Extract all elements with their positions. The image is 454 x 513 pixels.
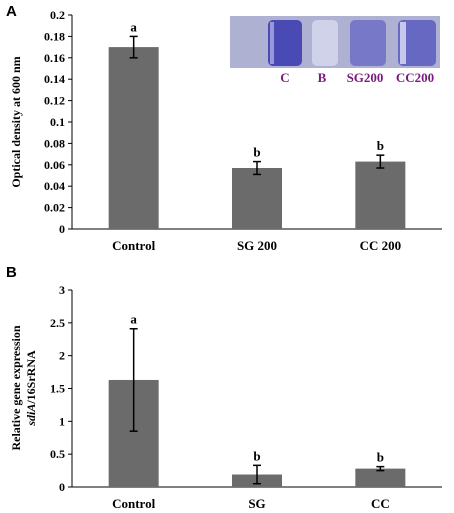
panel-b-y-axis-label-line2: sdiA/16SrRNA	[24, 350, 38, 427]
bar	[232, 168, 282, 229]
panel-b-category-labels: Control SG CC	[112, 496, 390, 511]
inset-label-sg200: SG200	[347, 70, 384, 85]
tube-sg200	[350, 20, 386, 66]
panel-b: B Relative gene expression sdiA/16SrRNA …	[6, 264, 442, 511]
y-tick-label: 0.14	[44, 72, 65, 86]
tube-c	[268, 20, 302, 66]
significance-letter: b	[253, 145, 260, 160]
tube-photo-inset: C B SG200 CC200	[230, 16, 440, 85]
panel-b-y-ticks: 0 0.5 1 1.5 2 2.5 3	[50, 283, 72, 494]
y-tick-label: 0.2	[50, 8, 65, 22]
significance-letter: b	[377, 450, 384, 465]
tube-cc200	[398, 20, 436, 66]
y-tick-label: 0.02	[44, 201, 65, 215]
bar	[108, 47, 159, 229]
significance-letter: b	[253, 448, 260, 463]
bar	[355, 468, 406, 487]
panel-b-letter: B	[6, 264, 17, 281]
tube-b	[312, 20, 338, 66]
significance-letter: b	[377, 138, 384, 153]
x-category-label: Control	[112, 238, 155, 253]
significance-letter: a	[130, 312, 137, 327]
panel-a-letter: A	[6, 3, 17, 20]
x-category-label: Control	[112, 496, 155, 511]
y-tick-label: 3	[59, 283, 65, 297]
y-tick-label: 1	[59, 414, 65, 428]
y-tick-label: 1.5	[50, 382, 65, 396]
inset-label-b: B	[318, 70, 327, 85]
significance-letter: a	[130, 19, 137, 34]
x-category-label: CC 200	[360, 238, 402, 253]
y-tick-label: 0.08	[44, 136, 65, 150]
tube-highlight	[270, 22, 274, 64]
panel-a-y-ticks: 0 0.02 0.04 0.06 0.08 0.1 0.12 0.14 0.16 0.18 0.2	[44, 8, 72, 236]
y-tick-label: 0.18	[44, 29, 65, 43]
x-category-label: SG 200	[237, 238, 277, 253]
panel-a-y-axis-label: Optical density at 600 nm	[9, 56, 23, 187]
panel-a-bars: a b b	[108, 19, 406, 229]
panel-b-y-axis-label-line1: Relative gene expression	[9, 325, 23, 450]
y-tick-label: 2	[59, 349, 65, 363]
y-tick-label: 2.5	[50, 316, 65, 330]
panel-a: A Optical density at 600 nm 0 0.02 0.04 0.0…	[6, 3, 442, 253]
y-tick-label: 0	[59, 222, 65, 236]
y-tick-label: 0.16	[44, 51, 65, 65]
y-tick-label: 0.04	[44, 179, 65, 193]
tube-highlight	[400, 22, 406, 64]
inset-label-c: C	[280, 70, 289, 85]
panel-b-bars: a b b	[108, 312, 406, 487]
panel-a-category-labels: Control SG 200 CC 200	[112, 238, 401, 253]
gene-name: sdiA	[24, 404, 38, 427]
y-tick-label: 0	[59, 480, 65, 494]
y-tick-label: 0.1	[50, 115, 65, 129]
inset-label-cc200: CC200	[396, 70, 434, 85]
x-category-label: SG	[248, 496, 265, 511]
reference-gene: /16SrRNA	[24, 350, 38, 405]
y-tick-label: 0.06	[44, 158, 65, 172]
y-tick-label: 0.5	[50, 447, 65, 461]
bar	[355, 161, 406, 229]
x-category-label: CC	[371, 496, 390, 511]
y-tick-label: 0.12	[44, 94, 65, 108]
